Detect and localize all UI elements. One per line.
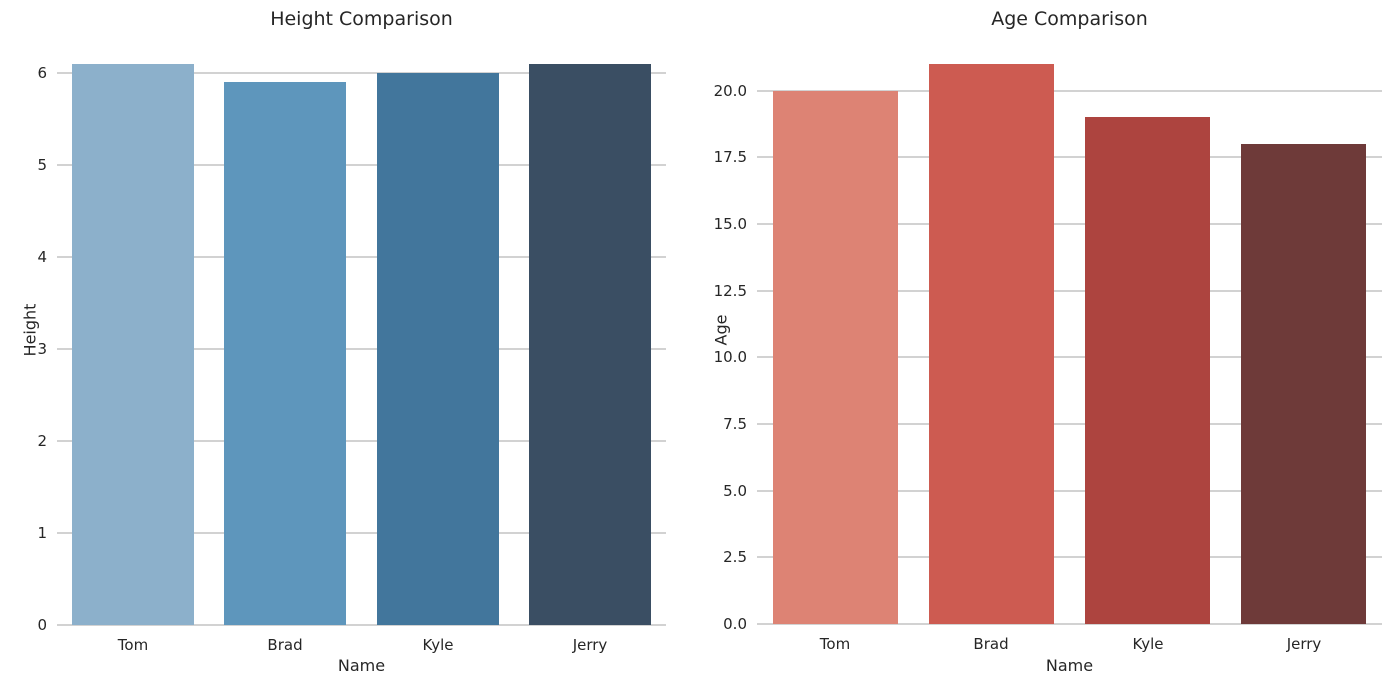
y-tick-label: 4: [37, 248, 47, 266]
gridline: [757, 623, 1382, 625]
gridline: [57, 532, 666, 534]
bar-brad: [224, 82, 346, 625]
y-tick-label: 0: [37, 616, 47, 634]
gridline: [757, 223, 1382, 225]
chart-title: Height Comparison: [270, 8, 453, 30]
y-tick-label: 5.0: [723, 482, 747, 500]
x-axis-label: Name: [1045, 656, 1094, 675]
x-tick-label-jerry: Jerry: [572, 636, 608, 654]
y-tick-label: 6: [37, 64, 47, 82]
y-axis-label: Age: [711, 314, 731, 346]
y-tick-label: 2: [37, 432, 47, 450]
gridline: [57, 348, 666, 350]
gridline: [57, 72, 666, 74]
chart-title: Age Comparison: [991, 8, 1148, 30]
y-tick-label: 5: [37, 156, 47, 174]
bar-tom: [773, 91, 898, 624]
gridline: [757, 423, 1382, 425]
y-tick-label: 20.0: [713, 82, 747, 100]
bar-tom: [72, 64, 194, 625]
y-tick-label: 12.5: [713, 282, 747, 300]
gridline: [757, 556, 1382, 558]
gridline: [757, 356, 1382, 358]
y-tick-label: 7.5: [723, 415, 747, 433]
y-tick-label: 0.0: [723, 615, 747, 633]
x-tick-label-jerry: Jerry: [1286, 635, 1322, 653]
y-tick-label: 17.5: [713, 148, 747, 166]
gridline: [57, 256, 666, 258]
gridline: [57, 624, 666, 626]
plot-area: 0 1 2 3 4 5 6 Tom Brad Kyle Jerry: [37, 36, 666, 654]
gridline: [57, 440, 666, 442]
y-tick-label: 3: [37, 340, 47, 358]
gridline: [757, 490, 1382, 492]
x-tick-label-brad: Brad: [973, 635, 1009, 653]
x-tick-label-kyle: Kyle: [1132, 635, 1164, 653]
x-tick-label-tom: Tom: [819, 635, 851, 653]
bar-kyle: [1085, 117, 1210, 624]
y-tick-label: 1: [37, 524, 47, 542]
gridline: [757, 90, 1382, 92]
plot-area: 0.0 2.5 5.0 7.5 10.0 12.5 15.0 17.5 20.0 Tom Brad K…: [714, 36, 1382, 653]
x-tick-label-brad: Brad: [267, 636, 303, 654]
gridline: [757, 156, 1382, 158]
bar-kyle: [377, 73, 499, 625]
bar-jerry: [529, 64, 651, 625]
y-tick-label: 15.0: [713, 215, 747, 233]
bar-jerry: [1241, 144, 1366, 624]
x-axis-label: Name: [337, 656, 386, 675]
bar-brad: [929, 64, 1054, 624]
gridline: [757, 290, 1382, 292]
x-tick-label-kyle: Kyle: [422, 636, 454, 654]
x-tick-label-tom: Tom: [117, 636, 149, 654]
y-tick-label: 10.0: [713, 348, 747, 366]
gridline: [57, 164, 666, 166]
y-tick-label: 2.5: [723, 548, 747, 566]
